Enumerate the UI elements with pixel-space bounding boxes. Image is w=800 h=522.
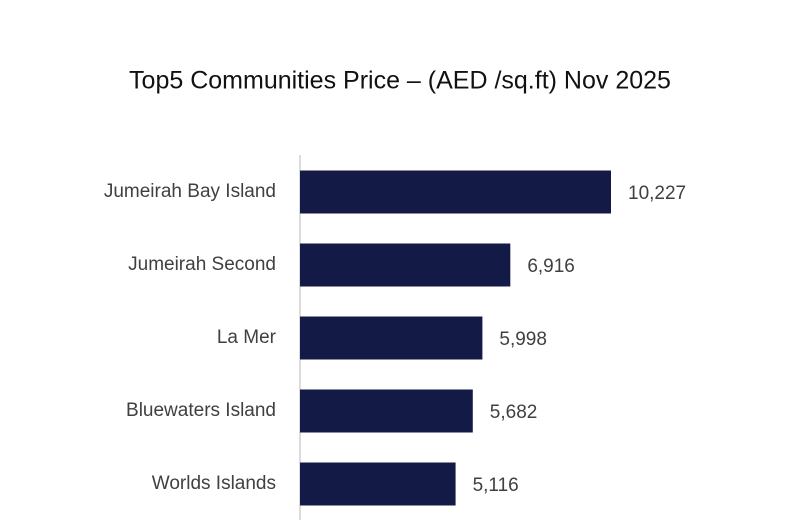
category-label: Jumeirah Second bbox=[128, 254, 276, 275]
value-label: 5,682 bbox=[490, 402, 538, 423]
category-label: Worlds Islands bbox=[152, 473, 276, 494]
bar bbox=[300, 243, 511, 287]
bar bbox=[300, 316, 483, 360]
bar bbox=[300, 462, 456, 506]
value-label: 5,116 bbox=[473, 475, 519, 496]
value-label: 5,998 bbox=[499, 329, 547, 350]
value-label: 10,227 bbox=[628, 183, 686, 204]
chart-title: Top5 Communities Price – (AED /sq.ft) No… bbox=[129, 67, 671, 95]
bar bbox=[300, 170, 611, 214]
category-label: Jumeirah Bay Island bbox=[104, 181, 276, 202]
category-label: La Mer bbox=[217, 327, 277, 348]
value-label: 6,916 bbox=[527, 256, 575, 277]
bar bbox=[300, 389, 473, 433]
category-label: Bluewaters Island bbox=[126, 400, 276, 421]
